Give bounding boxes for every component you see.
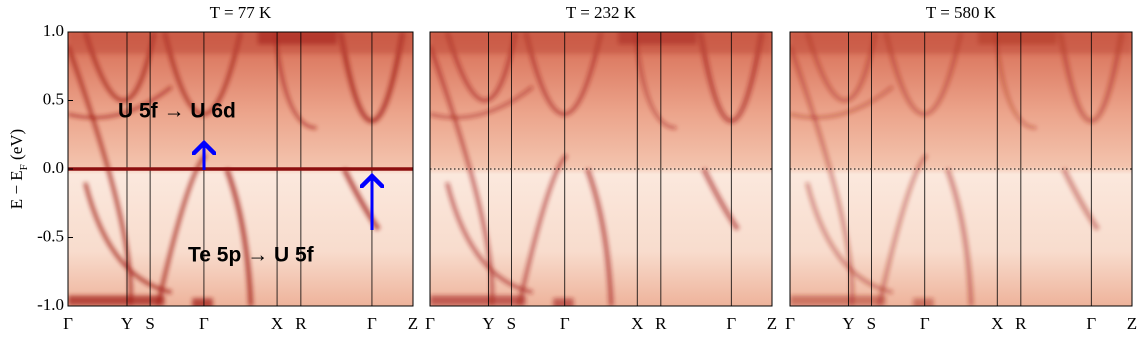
panel — [790, 32, 1132, 306]
spectral-band — [162, 32, 243, 117]
annotation: U 5f → U 6d — [118, 100, 236, 123]
spectral-band — [83, 32, 157, 103]
x-tick-label: R — [1015, 314, 1027, 333]
panel-title: T = 232 K — [566, 3, 637, 22]
y-tick-label: 0.5 — [43, 89, 64, 108]
spectral-band — [876, 153, 929, 306]
y-axis-label-part: F — [18, 164, 30, 170]
y-tick-label: 1.0 — [43, 21, 64, 40]
x-tick-label: Γ — [920, 314, 930, 333]
y-axis-label-part: E − E — [7, 170, 26, 209]
spectral-band — [701, 167, 740, 231]
x-tick-label: Y — [482, 314, 494, 333]
y-axis-label: E − EF (eV) — [7, 129, 30, 209]
arrows — [204, 143, 372, 230]
spectral-band — [944, 168, 974, 306]
spectral-band — [523, 32, 603, 117]
x-tick-label: Γ — [1086, 314, 1096, 333]
spectral-band — [516, 153, 569, 306]
spectral-band — [584, 168, 614, 306]
panel-frame — [789, 31, 1133, 307]
x-tick-label: Y — [121, 314, 133, 333]
spectral-bands — [430, 32, 772, 306]
y-tick-label: -1.0 — [37, 295, 64, 314]
upper-haze — [790, 32, 1132, 54]
spectral-background — [790, 32, 1132, 306]
panel — [430, 32, 772, 306]
spectral-band — [83, 182, 172, 295]
spectral-band — [155, 153, 208, 306]
x-tick-label: Y — [842, 314, 854, 333]
spectral-band — [224, 168, 254, 306]
x-tick-label: Γ — [425, 314, 435, 333]
spectral-background — [430, 32, 772, 306]
annotation: Te 5p → U 5f — [188, 244, 315, 267]
spectral-band — [445, 32, 518, 103]
x-tick-label: R — [295, 314, 307, 333]
y-axis-label-part: (eV) — [7, 129, 26, 164]
x-tick-label: S — [145, 314, 154, 333]
spectral-band — [790, 45, 855, 306]
x-tick-label: S — [507, 314, 516, 333]
spectral-band — [430, 85, 534, 120]
x-tick-label: X — [991, 314, 1003, 333]
spectral-band — [790, 85, 894, 120]
x-tick-label: X — [631, 314, 643, 333]
spectral-band — [445, 182, 534, 295]
x-tick-label: Γ — [785, 314, 795, 333]
spectral-band — [68, 45, 133, 306]
x-tick-label: Z — [767, 314, 777, 333]
x-tick-label: Γ — [199, 314, 209, 333]
x-tick-label: Z — [408, 314, 418, 333]
spectral-band — [883, 32, 963, 117]
spectral-band — [805, 182, 894, 295]
upper-haze — [68, 32, 413, 54]
x-tick-label: S — [867, 314, 876, 333]
x-tick-label: Γ — [367, 314, 377, 333]
x-tick-label: X — [271, 314, 283, 333]
spectral-band — [1061, 167, 1100, 231]
x-tick-label: Z — [1127, 314, 1137, 333]
y-tick-label: -0.5 — [37, 226, 64, 245]
upper-haze — [430, 32, 772, 54]
spectral-band — [68, 85, 173, 120]
x-tick-label: R — [655, 314, 667, 333]
spectral-band — [341, 167, 381, 231]
panel-title: T = 77 K — [210, 3, 272, 22]
spectral-band — [430, 45, 495, 306]
spectral-bands — [790, 32, 1132, 306]
panel-frame — [429, 31, 773, 307]
x-tick-label: Γ — [63, 314, 73, 333]
x-tick-label: Γ — [726, 314, 736, 333]
spectral-band — [805, 32, 878, 103]
x-tick-label: Γ — [560, 314, 570, 333]
y-tick-label: 0.0 — [43, 158, 64, 177]
panel — [68, 32, 413, 306]
panel-title: T = 580 K — [926, 3, 997, 22]
